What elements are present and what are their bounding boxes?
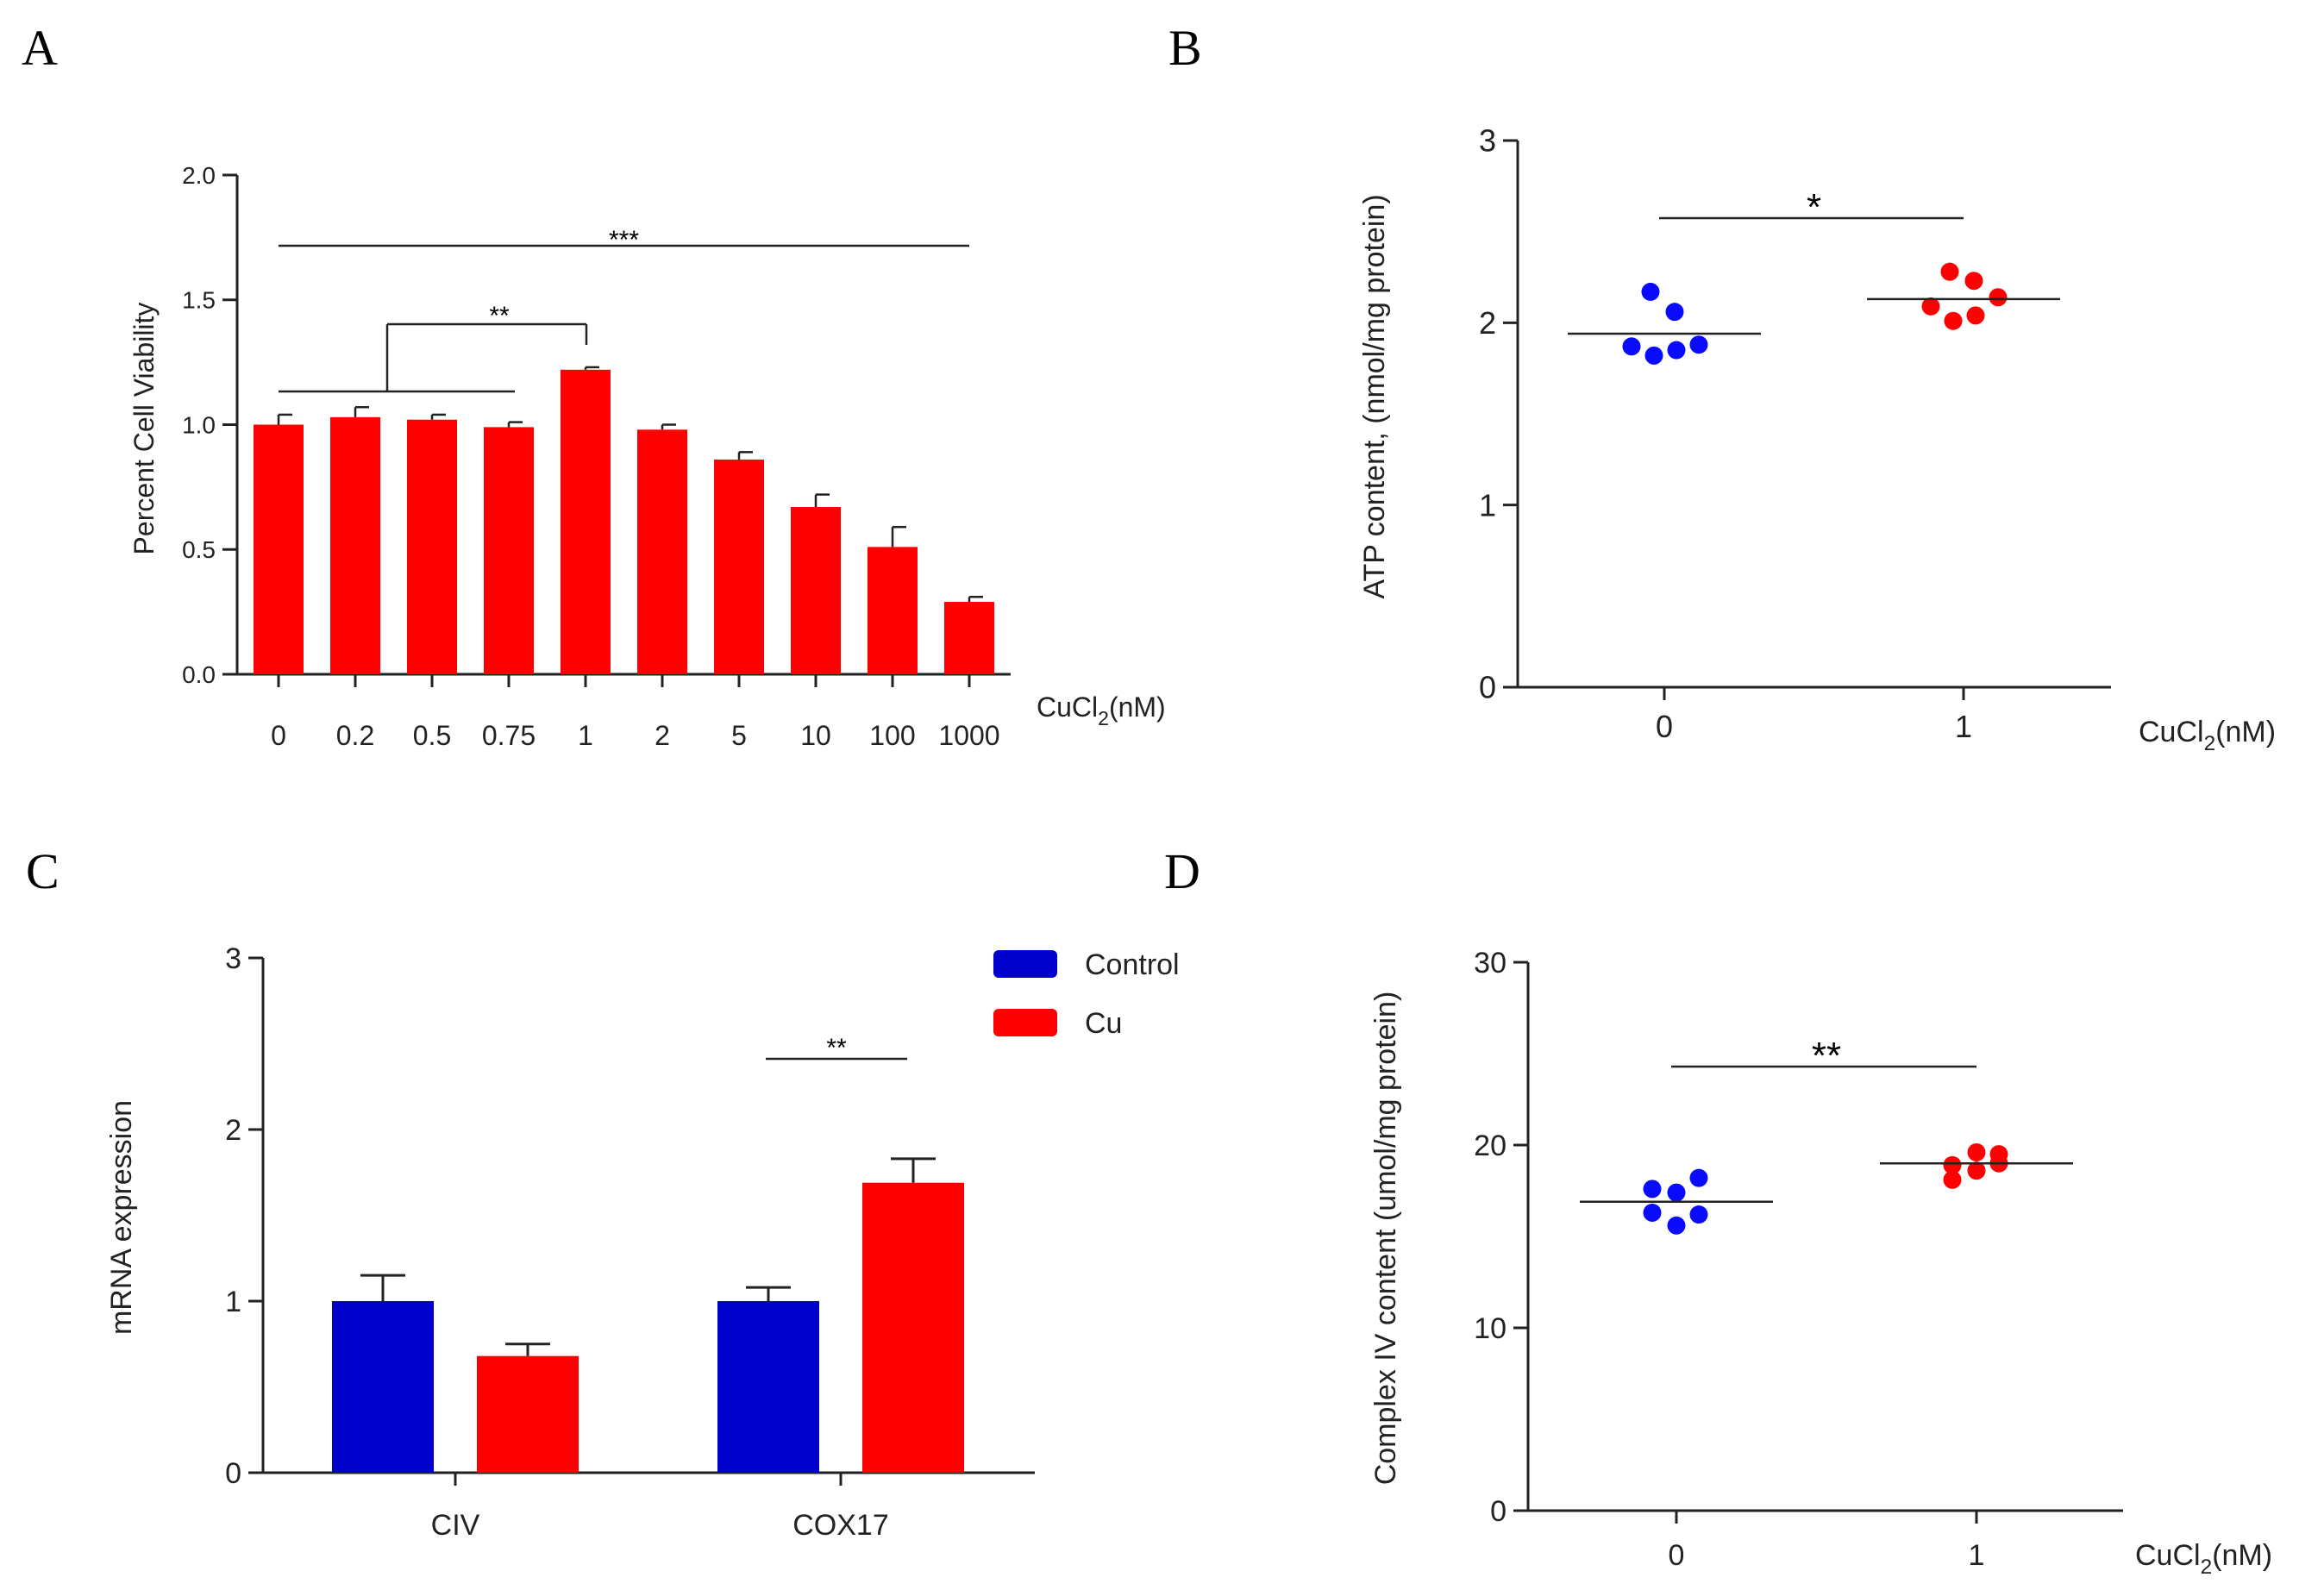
bar <box>714 460 764 674</box>
bar <box>791 507 841 674</box>
y-tick-label: 2.0 <box>182 162 216 189</box>
y-tick-label: 1.5 <box>182 287 216 314</box>
legend-label: Cu <box>1085 1007 1122 1040</box>
bar <box>330 416 380 674</box>
x-tick-label: 1 <box>1969 1539 1985 1572</box>
data-point <box>1644 346 1663 365</box>
bar <box>477 1355 579 1473</box>
y-tick-label: 3 <box>1479 123 1496 159</box>
y-axis-label: ATP content, (nmol/mg protein) <box>1358 194 1391 598</box>
y-tick-label: 1.0 <box>182 411 216 438</box>
data-point <box>1667 341 1686 360</box>
data-point <box>1989 1145 2008 1164</box>
data-point <box>1622 337 1641 356</box>
x-tick-label: 100 <box>869 720 915 751</box>
y-tick-label: 0 <box>1479 670 1496 705</box>
y-tick-label: 0.5 <box>182 536 216 563</box>
panel-label-d: D <box>1164 843 1200 899</box>
y-tick-label: 2 <box>1479 305 1496 341</box>
data-point <box>1966 306 1985 325</box>
legend-label: Control <box>1085 948 1180 981</box>
bar <box>944 602 994 674</box>
x-tick-label: 0.2 <box>336 720 374 751</box>
bar <box>868 547 918 674</box>
data-point <box>1921 297 1940 316</box>
bar <box>484 427 534 674</box>
significance-label: ** <box>489 302 510 330</box>
y-axis-label: mRNA expression <box>105 1100 138 1335</box>
panel-label-a: A <box>22 20 58 76</box>
data-point <box>1944 311 1963 330</box>
bar <box>862 1182 964 1473</box>
data-point <box>1989 288 2008 307</box>
data-point <box>1943 1170 1962 1189</box>
x-axis-label: CuCl2(nM) <box>1037 692 1166 729</box>
y-tick-label: 0.0 <box>182 661 216 688</box>
y-tick-label: 10 <box>1474 1312 1507 1345</box>
data-point <box>1689 1205 1708 1224</box>
data-point <box>1643 1180 1662 1199</box>
y-axis-label: Complex IV content (umol/mg protein) <box>1369 992 1402 1486</box>
data-point <box>1940 262 1959 281</box>
x-tick-label: 10 <box>800 720 831 751</box>
x-tick-label: 5 <box>731 720 747 751</box>
chart-cell-viability: 0.0 0.5 1.0 1.5 2.0 0 0.2 0.5 0.75 1 2 5 10 100 1000 Cu… <box>128 162 1166 751</box>
significance-label: * <box>1807 186 1821 228</box>
data-point <box>1667 1183 1686 1202</box>
panel-label-c: C <box>26 843 60 899</box>
chart-complex-iv-content: 0 10 20 30 0 1 ** CuCl2(nM) Complex IV content (… <box>1369 947 2272 1579</box>
x-tick-label: CIV <box>431 1509 480 1542</box>
x-tick-label: 1 <box>578 720 593 751</box>
legend-swatch <box>993 1009 1057 1036</box>
x-axis-label: CuCl2(nM) <box>2139 716 2276 755</box>
data-point <box>1643 1203 1662 1222</box>
data-point <box>1641 282 1660 301</box>
bar <box>407 419 457 674</box>
significance-label: ** <box>826 1034 847 1062</box>
y-tick-label: 20 <box>1474 1130 1507 1162</box>
y-tick-label: 3 <box>225 942 241 975</box>
data-point <box>1689 335 1708 354</box>
chart-mrna-expression: 0 1 2 3 CIV COX17 ** Control Cu mRNA expression <box>105 942 1180 1542</box>
data-point <box>1665 303 1684 322</box>
bar <box>332 1301 434 1473</box>
data-point <box>1967 1161 1986 1180</box>
bar <box>717 1301 819 1473</box>
y-tick-label: 30 <box>1474 947 1507 980</box>
x-tick-label: 0.5 <box>413 720 451 751</box>
x-tick-label: 0 <box>1656 709 1673 744</box>
legend-swatch <box>993 950 1057 978</box>
x-tick-label: 1 <box>1955 709 1972 744</box>
data-point <box>1689 1168 1708 1187</box>
data-point <box>1964 272 1983 291</box>
bar <box>637 429 687 674</box>
y-tick-label: 2 <box>225 1114 241 1147</box>
significance-label: *** <box>609 226 639 254</box>
x-tick-label: 0 <box>271 720 286 751</box>
x-tick-label: 1000 <box>938 720 999 751</box>
y-tick-label: 1 <box>1479 487 1496 523</box>
x-axis-label: CuCl2(nM) <box>2135 1539 2272 1579</box>
y-tick-label: 0 <box>1490 1495 1507 1528</box>
bar <box>254 424 304 674</box>
y-tick-label: 1 <box>225 1286 241 1318</box>
data-point <box>1667 1216 1686 1235</box>
chart-atp-content: 0 1 2 3 0 1 * CuCl2(nM) ATP content, (nmol/mg pr… <box>1358 123 2276 755</box>
data-point <box>1943 1155 1962 1174</box>
data-point <box>1967 1142 1986 1161</box>
y-tick-label: 0 <box>225 1457 241 1490</box>
significance-label: ** <box>1812 1035 1841 1077</box>
panel-label-b: B <box>1168 20 1202 76</box>
x-tick-label: 2 <box>655 720 670 751</box>
bar <box>561 369 611 674</box>
x-tick-label: 0.75 <box>482 720 536 751</box>
x-tick-label: 0 <box>1669 1539 1685 1572</box>
x-tick-label: COX17 <box>792 1509 889 1542</box>
y-axis-label: Percent Cell Viability <box>128 303 160 555</box>
